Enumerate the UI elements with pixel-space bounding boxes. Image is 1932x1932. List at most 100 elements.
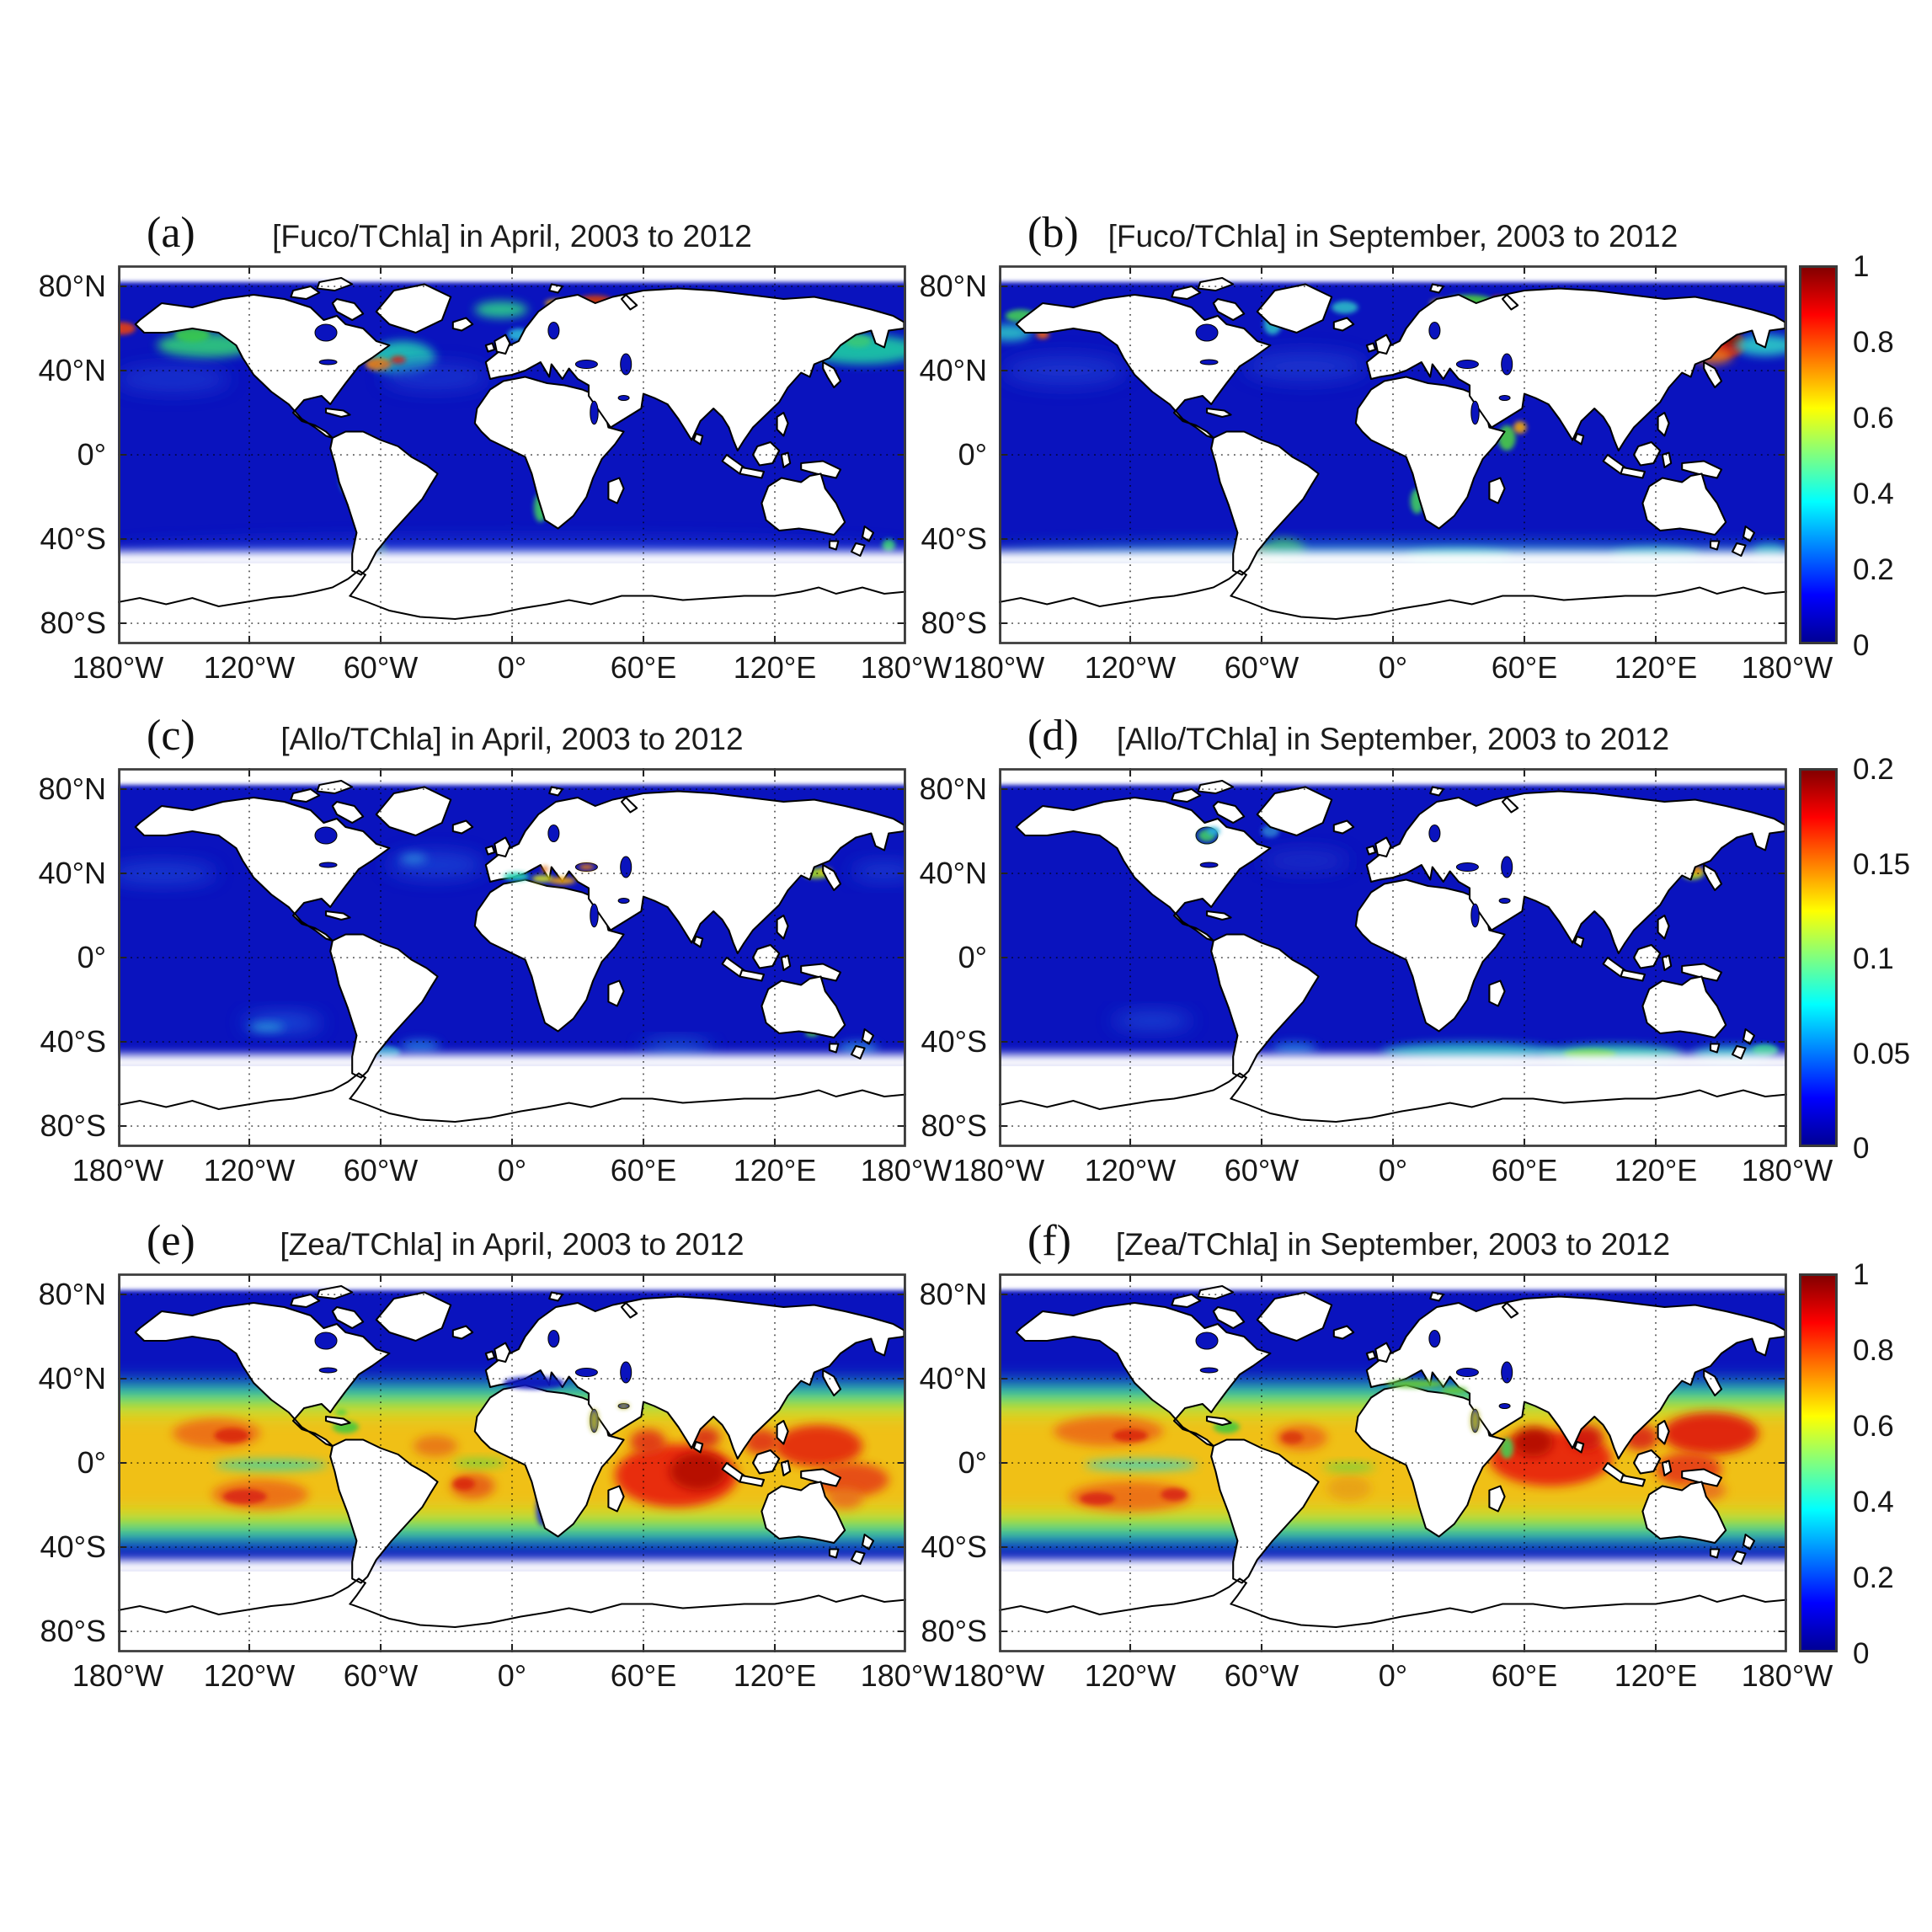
map-b (999, 265, 1787, 644)
panel-letter-e: (e) (147, 1217, 195, 1265)
y-tick-f-2: 0° (958, 1445, 987, 1480)
x-tick-b-0: 180°W (953, 650, 1045, 685)
x-tick-c-1: 120°W (203, 1153, 296, 1187)
colorbar-tick-label: 0.2 (1853, 1561, 1894, 1594)
panel-letter-b: (b) (1027, 209, 1079, 257)
x-tick-c-0: 180°W (72, 1153, 164, 1187)
y-tick-b-4: 80°S (921, 606, 987, 640)
panel-e: (e) [Zea/TChla] in April, 2003 to 2012 8… (39, 1218, 953, 1694)
colorbar-tick-label: 0 (1853, 629, 1870, 662)
y-tick-f-4: 80°S (921, 1614, 987, 1648)
x-tick-d-4: 60°E (1491, 1153, 1558, 1187)
x-tick-d-0: 180°W (953, 1153, 1045, 1187)
panel-letter-c: (c) (147, 712, 195, 760)
x-tick-d-5: 120°E (1614, 1153, 1698, 1187)
colorbar-tick-label: 0 (1853, 1637, 1870, 1670)
panel-a: (a) [Fuco/TChla] in April, 2003 to 2012 … (39, 210, 953, 686)
x-tick-b-5: 120°E (1614, 650, 1698, 685)
x-tick-f-1: 120°W (1084, 1658, 1177, 1693)
colorbar-tick-label: 0.1 (1853, 942, 1894, 975)
y-tick-e-3: 40°S (40, 1529, 106, 1564)
y-tick-d-1: 40°N (919, 856, 987, 890)
colorbar-tick-label: 0.8 (1853, 1334, 1894, 1367)
y-tick-e-2: 0° (77, 1445, 106, 1480)
x-tick-f-2: 60°W (1224, 1658, 1300, 1693)
y-tick-c-3: 40°S (40, 1024, 106, 1059)
map-a (118, 265, 906, 644)
panel-title-f: [Zea/TChla] in September, 2003 to 2012 (1115, 1227, 1671, 1262)
panel-title-b: [Fuco/TChla] in September, 2003 to 2012 (1107, 219, 1678, 254)
x-tick-d-3: 0° (1378, 1153, 1408, 1187)
y-tick-c-1: 40°N (38, 856, 106, 890)
x-tick-c-4: 60°E (610, 1153, 677, 1187)
colorbar-tick-label: 0.6 (1853, 1410, 1894, 1443)
x-tick-a-3: 0° (497, 650, 527, 685)
y-tick-d-4: 80°S (921, 1108, 987, 1143)
y-tick-b-1: 40°N (919, 353, 987, 387)
x-tick-e-1: 120°W (203, 1658, 296, 1693)
x-tick-a-1: 120°W (203, 650, 296, 685)
y-tick-b-0: 80°N (919, 269, 987, 303)
colorbar-tick-label: 0.05 (1853, 1037, 1911, 1070)
x-tick-d-6: 180°W (1741, 1153, 1833, 1187)
map-canvas-e (118, 1273, 906, 1652)
x-tick-f-4: 60°E (1491, 1658, 1558, 1693)
colorbar-tick-label: 0.15 (1853, 847, 1911, 881)
y-tick-d-3: 40°S (921, 1024, 987, 1059)
y-tick-e-4: 80°S (40, 1614, 106, 1648)
x-tick-e-5: 120°E (733, 1658, 817, 1693)
colorbar-tick-label: 1 (1853, 1258, 1870, 1291)
x-tick-b-3: 0° (1378, 650, 1408, 685)
y-tick-c-2: 0° (77, 940, 106, 974)
colorbar-gradient (1799, 1273, 1838, 1652)
x-tick-e-2: 60°W (343, 1658, 419, 1693)
y-tick-b-2: 0° (958, 437, 987, 472)
x-tick-f-6: 180°W (1741, 1658, 1833, 1693)
map-canvas-c (118, 768, 906, 1147)
y-tick-b-3: 40°S (921, 521, 987, 556)
y-tick-a-4: 80°S (40, 606, 106, 640)
colorbar-tick-label: 0.8 (1853, 326, 1894, 359)
x-tick-b-1: 120°W (1084, 650, 1177, 685)
y-tick-d-2: 0° (958, 940, 987, 974)
y-tick-d-0: 80°N (919, 771, 987, 806)
map-canvas-f (999, 1273, 1787, 1652)
colorbar-gradient (1799, 265, 1838, 644)
x-tick-f-5: 120°E (1614, 1658, 1698, 1693)
colorbar-fuco: 1 0.8 0.6 0.4 0.2 0 (1799, 250, 1894, 662)
x-tick-a-2: 60°W (343, 650, 419, 685)
colorbar-tick-labels: 1 0.8 0.6 0.4 0.2 0 (1838, 1258, 1932, 1670)
x-tick-c-6: 180°W (860, 1153, 953, 1187)
colorbar-tick-label: 0 (1853, 1132, 1870, 1165)
y-tick-c-0: 80°N (38, 771, 106, 806)
y-tick-e-1: 40°N (38, 1361, 106, 1396)
x-tick-a-5: 120°E (733, 650, 817, 685)
panel-d: (d) [Allo/TChla] in September, 2003 to 2… (920, 712, 1833, 1188)
x-tick-b-6: 180°W (1741, 650, 1833, 685)
map-canvas-b (999, 265, 1787, 644)
colorbar-tick-label: 0.6 (1853, 402, 1894, 435)
colorbar-gradient (1799, 768, 1838, 1147)
panel-title-c: [Allo/TChla] in April, 2003 to 2012 (280, 722, 744, 756)
panel-letter-a: (a) (147, 209, 195, 257)
x-tick-e-4: 60°E (610, 1658, 677, 1693)
map-canvas-d (999, 768, 1787, 1147)
map-canvas-a (118, 265, 906, 644)
y-tick-f-0: 80°N (919, 1277, 987, 1311)
x-tick-a-0: 180°W (72, 650, 164, 685)
colorbar-tick-label: 0.4 (1853, 1486, 1894, 1518)
panel-f: (f) [Zea/TChla] in September, 2003 to 20… (920, 1218, 1833, 1694)
panel-title-d: [Allo/TChla] in September, 2003 to 2012 (1116, 722, 1670, 756)
colorbar-tick-label: 1 (1853, 250, 1870, 283)
panel-title-e: [Zea/TChla] in April, 2003 to 2012 (280, 1227, 745, 1262)
panel-letter-f: (f) (1027, 1217, 1071, 1265)
x-tick-a-4: 60°E (610, 650, 677, 685)
x-tick-b-2: 60°W (1224, 650, 1300, 685)
x-tick-b-4: 60°E (1491, 650, 1558, 685)
colorbar-zea: 1 0.8 0.6 0.4 0.2 0 (1799, 1258, 1894, 1670)
colorbar-tick-labels: 1 0.8 0.6 0.4 0.2 0 (1838, 250, 1932, 662)
colorbar-tick-label: 0.4 (1853, 478, 1894, 510)
panel-title-a: [Fuco/TChla] in April, 2003 to 2012 (272, 219, 752, 254)
x-tick-d-2: 60°W (1224, 1153, 1300, 1187)
